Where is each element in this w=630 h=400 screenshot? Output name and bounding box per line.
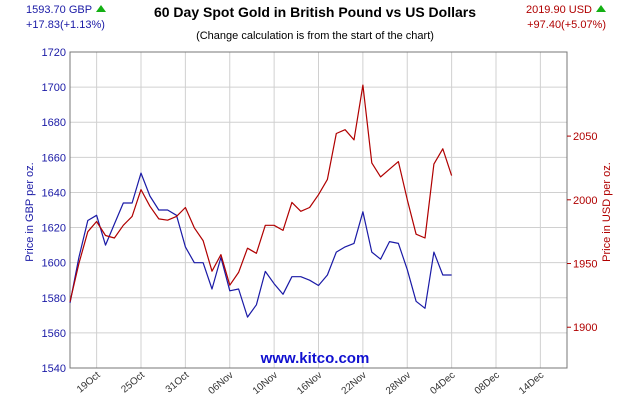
series-lines [69, 84, 453, 318]
chart-title: 60 Day Spot Gold in British Pound vs US … [153, 4, 477, 20]
y-tick-label: 1600 [42, 258, 66, 270]
green-up-triangle-icon [596, 5, 606, 12]
x-tick-label: 19Oct [75, 370, 103, 396]
x-tick-label: 10Nov [251, 370, 280, 397]
gbp-change: +17.83(+1.13%) [26, 19, 105, 31]
x-tick-label: 16Nov [295, 370, 324, 397]
green-up-triangle-icon [96, 5, 107, 12]
x-tick-label: 06Nov [206, 370, 235, 397]
y-tick-label: 1620 [42, 223, 66, 235]
grid [70, 51, 567, 369]
y-tick-label: 1680 [42, 117, 66, 129]
y-axis-label: Price in GBP per oz. [24, 162, 36, 261]
chart-subtitle: (Change calculation is from the start of… [196, 30, 434, 42]
y-tick-label: 1720 [42, 47, 66, 59]
watermark: www.kitco.com [260, 350, 370, 367]
gbp-price: 1593.70 GBP [26, 4, 107, 16]
gbp-series-line [69, 172, 452, 318]
y2-tick-label: 2000 [573, 195, 597, 207]
x-tick-label: 08Dec [473, 370, 502, 397]
y-tick-label: 1540 [42, 363, 66, 375]
x-tick-label: 04Dec [428, 370, 457, 397]
y-tick-label: 1700 [42, 82, 66, 94]
usd-change: +97.40(+5.07%) [527, 19, 606, 31]
y2-tick-label: 2050 [573, 131, 597, 143]
y-tick-label: 1580 [42, 293, 66, 305]
x-tick-label: 31Oct [164, 370, 192, 396]
y2-tick-label: 1900 [573, 322, 597, 334]
plot-frame [69, 51, 568, 369]
x-tick-label: 28Nov [384, 370, 413, 397]
y-tick-label: 1560 [42, 328, 66, 340]
right-axis: 1900 1950 2000 2050 [567, 131, 597, 334]
x-axis: 19Oct 25Oct 31Oct 06Nov 10Nov 16Nov 22Nov 28Nov… [75, 370, 546, 397]
usd-price: 2019.90 USD [526, 4, 606, 16]
x-tick-label: 25Oct [119, 370, 147, 396]
x-tick-label: 22Nov [340, 370, 369, 397]
y-tick-label: 1640 [42, 187, 66, 199]
x-tick-label: 14Dec [517, 370, 546, 397]
usd-series-line [69, 84, 453, 302]
left-axis: 1540 1560 1580 1600 1620 1640 1660 1680 1700 1720 [42, 47, 66, 375]
y-tick-label: 1660 [42, 152, 66, 164]
y2-axis-label: Price in USD per oz. [601, 162, 613, 262]
y2-tick-label: 1950 [573, 259, 597, 271]
